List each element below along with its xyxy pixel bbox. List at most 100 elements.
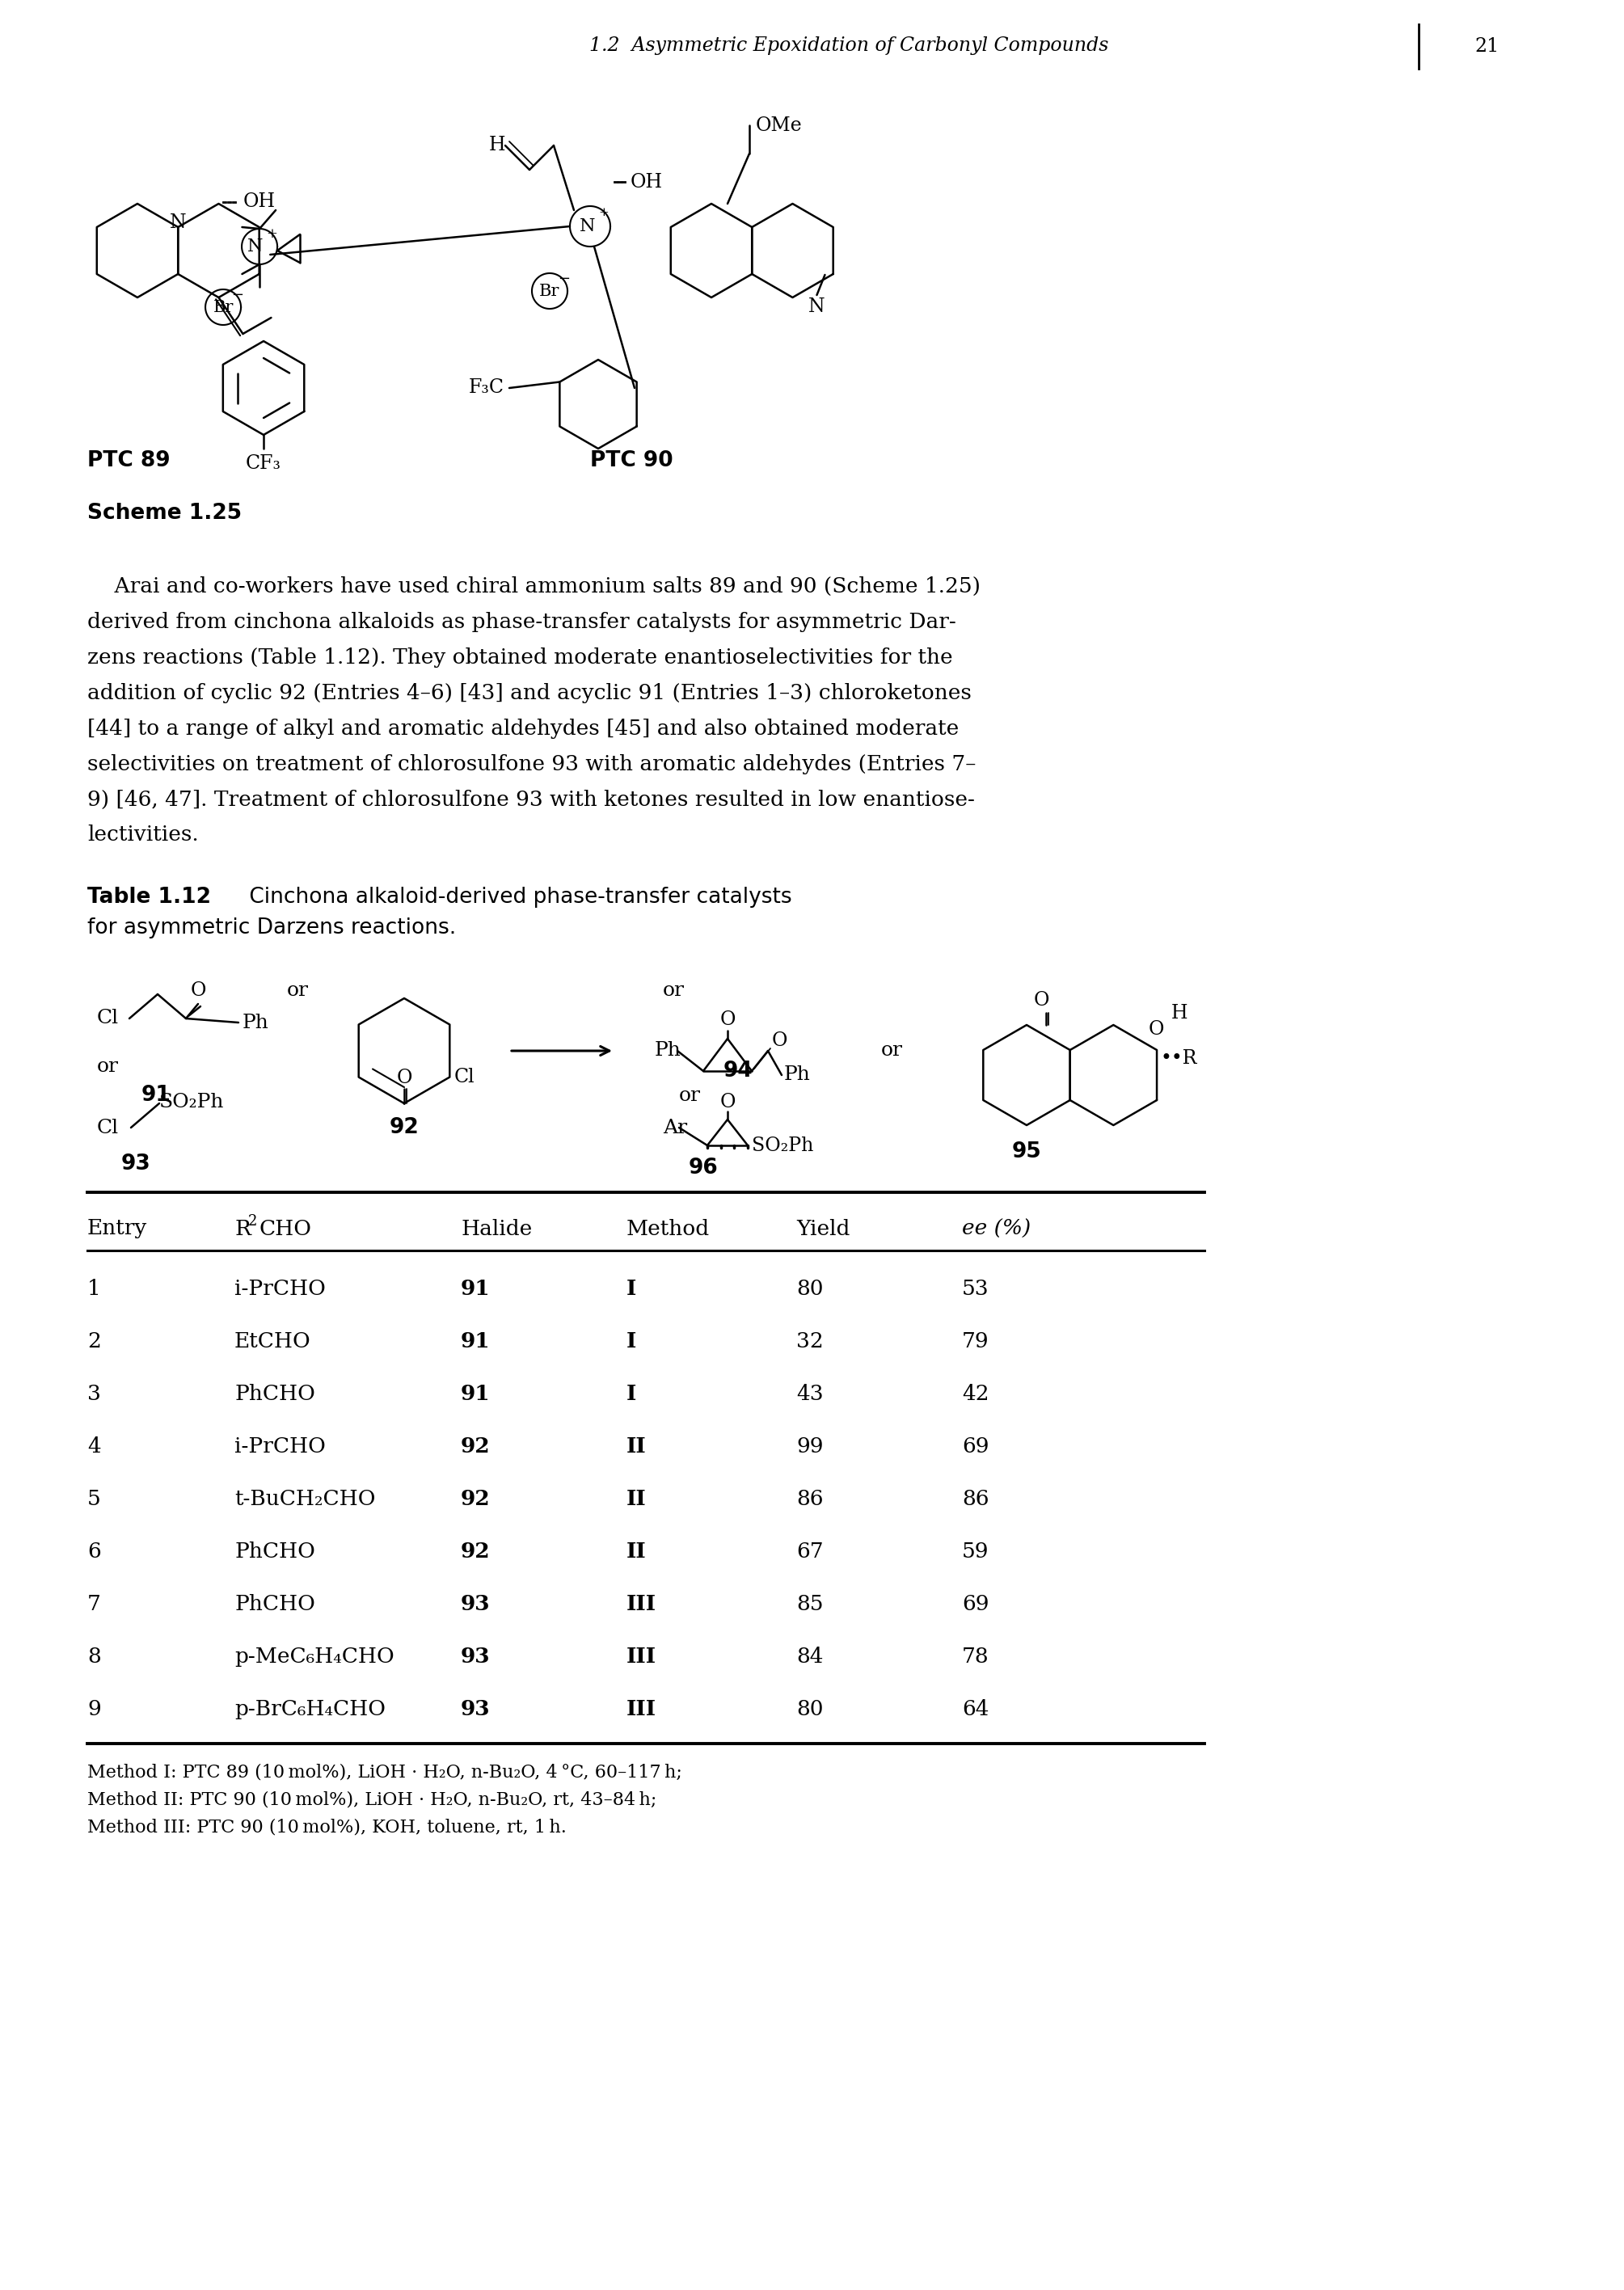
Text: 67: 67 bbox=[796, 1541, 823, 1562]
Text: 5: 5 bbox=[88, 1488, 101, 1509]
Text: 32: 32 bbox=[796, 1330, 823, 1351]
Text: −: − bbox=[232, 289, 244, 302]
Text: III: III bbox=[627, 1699, 656, 1720]
Text: Br: Br bbox=[539, 284, 560, 298]
Text: ee (%): ee (%) bbox=[961, 1218, 1031, 1239]
Text: +: + bbox=[266, 227, 278, 240]
Text: 78: 78 bbox=[961, 1647, 989, 1667]
Text: 53: 53 bbox=[961, 1278, 989, 1298]
Text: 64: 64 bbox=[961, 1699, 989, 1720]
Text: Ph: Ph bbox=[654, 1042, 682, 1060]
Text: zens reactions (Table 1.12). They obtained moderate enantioselectivities for the: zens reactions (Table 1.12). They obtain… bbox=[88, 648, 953, 666]
Text: N: N bbox=[580, 218, 596, 236]
Text: 69: 69 bbox=[961, 1594, 989, 1614]
Text: or: or bbox=[882, 1042, 903, 1060]
Text: PTC 89: PTC 89 bbox=[88, 451, 171, 472]
Text: PhCHO: PhCHO bbox=[234, 1541, 315, 1562]
Text: 69: 69 bbox=[961, 1436, 989, 1456]
Text: 94: 94 bbox=[723, 1060, 754, 1081]
Text: I: I bbox=[627, 1278, 637, 1298]
Text: or: or bbox=[97, 1058, 119, 1076]
Text: 93: 93 bbox=[461, 1647, 490, 1667]
Text: Halide: Halide bbox=[461, 1218, 533, 1239]
Text: p-BrC₆H₄CHO: p-BrC₆H₄CHO bbox=[234, 1699, 385, 1720]
Text: O: O bbox=[1034, 992, 1049, 1010]
Text: O: O bbox=[719, 1010, 736, 1030]
Text: [44] to a range of alkyl and aromatic aldehydes [45] and also obtained moderate: [44] to a range of alkyl and aromatic al… bbox=[88, 719, 958, 737]
Text: 2: 2 bbox=[248, 1214, 257, 1230]
Text: Cinchona alkaloid-derived phase-transfer catalysts: Cinchona alkaloid-derived phase-transfer… bbox=[242, 886, 793, 907]
Text: Yield: Yield bbox=[796, 1218, 849, 1239]
Text: 91: 91 bbox=[461, 1278, 490, 1298]
Text: 9: 9 bbox=[88, 1699, 101, 1720]
Text: 84: 84 bbox=[796, 1647, 823, 1667]
Text: Method I: PTC 89 (10 mol%), LiOH · H₂O, n-Bu₂O, 4 °C, 60–117 h;: Method I: PTC 89 (10 mol%), LiOH · H₂O, … bbox=[88, 1763, 682, 1782]
Text: PhCHO: PhCHO bbox=[234, 1383, 315, 1404]
Text: CF₃: CF₃ bbox=[245, 453, 281, 472]
Text: PhCHO: PhCHO bbox=[234, 1594, 315, 1614]
Text: 4: 4 bbox=[88, 1436, 101, 1456]
Text: 42: 42 bbox=[961, 1383, 989, 1404]
Text: 93: 93 bbox=[461, 1699, 490, 1720]
Text: 1.2  Asymmetric Epoxidation of Carbonyl Compounds: 1.2 Asymmetric Epoxidation of Carbonyl C… bbox=[590, 37, 1109, 55]
Text: SO₂Ph: SO₂Ph bbox=[159, 1092, 224, 1111]
Text: 96: 96 bbox=[689, 1156, 718, 1179]
Text: F₃C: F₃C bbox=[469, 378, 505, 396]
Text: or: or bbox=[663, 980, 685, 998]
Text: 92: 92 bbox=[390, 1118, 419, 1138]
Text: +: + bbox=[599, 206, 609, 218]
Text: 91: 91 bbox=[461, 1383, 490, 1404]
Text: Method II: PTC 90 (10 mol%), LiOH · H₂O, n-Bu₂O, rt, 43–84 h;: Method II: PTC 90 (10 mol%), LiOH · H₂O,… bbox=[88, 1791, 656, 1809]
Text: 86: 86 bbox=[961, 1488, 989, 1509]
Text: H: H bbox=[1171, 1005, 1187, 1024]
Text: 59: 59 bbox=[961, 1541, 989, 1562]
Text: OH: OH bbox=[630, 172, 663, 190]
Text: 2: 2 bbox=[88, 1330, 101, 1351]
Text: or: or bbox=[287, 980, 309, 998]
Text: 21: 21 bbox=[1475, 37, 1499, 55]
Text: N: N bbox=[169, 213, 187, 231]
Text: Arai and co-workers have used chiral ammonium salts 89 and 90 (Scheme 1.25): Arai and co-workers have used chiral amm… bbox=[88, 577, 981, 595]
Text: OH: OH bbox=[244, 192, 276, 211]
Text: I: I bbox=[627, 1330, 637, 1351]
Text: 85: 85 bbox=[796, 1594, 823, 1614]
Text: lectivities.: lectivities. bbox=[88, 824, 198, 845]
Text: 86: 86 bbox=[796, 1488, 823, 1509]
Text: CHO: CHO bbox=[258, 1218, 312, 1239]
Text: Cl: Cl bbox=[453, 1067, 474, 1085]
Text: 93: 93 bbox=[120, 1154, 151, 1175]
Text: −: − bbox=[559, 273, 570, 286]
Text: ••R: ••R bbox=[1161, 1049, 1197, 1067]
Text: p-MeC₆H₄CHO: p-MeC₆H₄CHO bbox=[234, 1647, 395, 1667]
Text: R: R bbox=[234, 1218, 250, 1239]
Text: O: O bbox=[190, 980, 206, 998]
Text: Br: Br bbox=[213, 300, 234, 314]
Text: I: I bbox=[627, 1383, 637, 1404]
Text: Method III: PTC 90 (10 mol%), KOH, toluene, rt, 1 h.: Method III: PTC 90 (10 mol%), KOH, tolue… bbox=[88, 1818, 567, 1837]
Text: Cl: Cl bbox=[97, 1118, 119, 1136]
Text: N: N bbox=[809, 298, 825, 316]
Text: or: or bbox=[679, 1085, 702, 1104]
Text: EtCHO: EtCHO bbox=[234, 1330, 312, 1351]
Text: t-BuCH₂CHO: t-BuCH₂CHO bbox=[234, 1488, 375, 1509]
Text: 93: 93 bbox=[461, 1594, 490, 1614]
Text: 9) [46, 47]. Treatment of chlorosulfone 93 with ketones resulted in low enantios: 9) [46, 47]. Treatment of chlorosulfone … bbox=[88, 790, 974, 811]
Text: 3: 3 bbox=[88, 1383, 101, 1404]
Text: SO₂Ph: SO₂Ph bbox=[752, 1136, 814, 1154]
Text: OMe: OMe bbox=[755, 117, 802, 135]
Text: Cl: Cl bbox=[97, 1010, 119, 1028]
Text: Entry: Entry bbox=[88, 1218, 148, 1239]
Text: 91: 91 bbox=[461, 1330, 490, 1351]
Text: O: O bbox=[396, 1067, 412, 1088]
Text: derived from cinchona alkaloids as phase-transfer catalysts for asymmetric Dar-: derived from cinchona alkaloids as phase… bbox=[88, 611, 957, 632]
Text: Ph: Ph bbox=[242, 1012, 270, 1033]
Text: O: O bbox=[771, 1030, 788, 1049]
Text: 92: 92 bbox=[461, 1488, 490, 1509]
Text: 8: 8 bbox=[88, 1647, 101, 1667]
Text: i-PrCHO: i-PrCHO bbox=[234, 1436, 326, 1456]
Text: 1: 1 bbox=[88, 1278, 101, 1298]
Text: PTC 90: PTC 90 bbox=[590, 451, 672, 472]
Text: addition of cyclic 92 (Entries 4–6) [43] and acyclic 91 (Entries 1–3) chloroketo: addition of cyclic 92 (Entries 4–6) [43]… bbox=[88, 682, 971, 703]
Text: III: III bbox=[627, 1647, 656, 1667]
Text: III: III bbox=[627, 1594, 656, 1614]
